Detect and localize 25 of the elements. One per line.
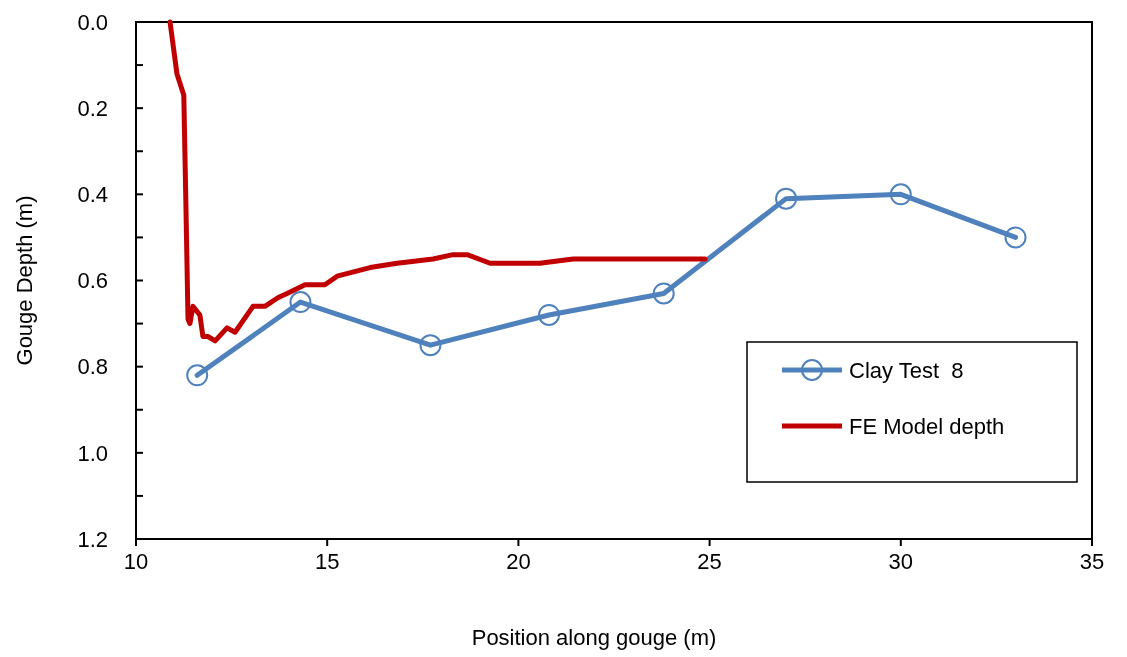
y-tick-label: 1.0 bbox=[77, 440, 108, 466]
legend-label: FE Model depth bbox=[849, 413, 1005, 439]
point bbox=[537, 303, 560, 326]
legend-label: Clay Test 8 bbox=[849, 357, 964, 383]
y-tick-label: 1.2 bbox=[77, 526, 108, 552]
point bbox=[186, 364, 209, 387]
x-tick-label: 10 bbox=[123, 549, 149, 574]
point bbox=[775, 187, 798, 210]
y-tick-label: 0.6 bbox=[77, 268, 108, 294]
x-tick-label: 25 bbox=[697, 549, 722, 574]
point bbox=[419, 334, 442, 357]
x-tick-label: 20 bbox=[506, 549, 531, 574]
x-tick-label: 15 bbox=[314, 549, 340, 574]
point bbox=[289, 291, 312, 314]
x-tick-label: 30 bbox=[888, 549, 914, 574]
y-tick-label: 0.8 bbox=[77, 354, 108, 380]
point bbox=[1004, 226, 1027, 249]
y-tick-label: 0.2 bbox=[77, 95, 108, 121]
y-tick-label: 0.4 bbox=[77, 182, 108, 208]
x-tick-label: 35 bbox=[1079, 549, 1105, 574]
point bbox=[889, 183, 912, 206]
x-axis-title: Position along gouge (m) bbox=[471, 625, 717, 650]
y-axis-title: Gouge Depth (m) bbox=[12, 195, 37, 366]
point bbox=[652, 282, 675, 305]
text: 0.0 bbox=[77, 9, 108, 35]
